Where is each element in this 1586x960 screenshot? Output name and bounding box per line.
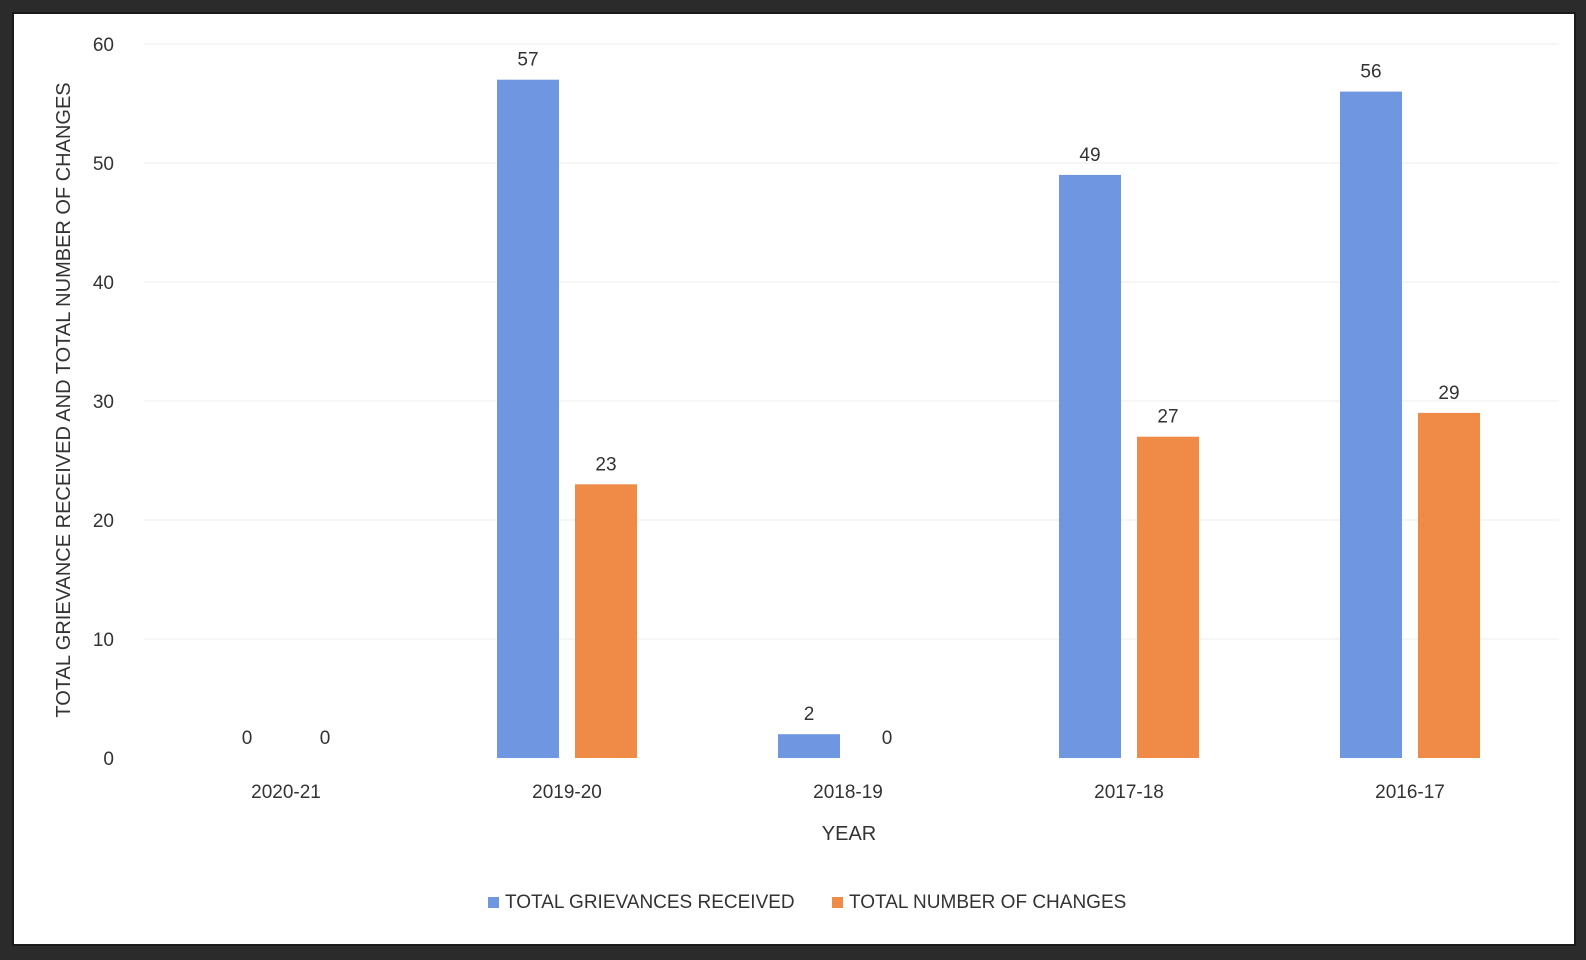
data-label: 0 — [882, 728, 893, 749]
legend-swatch — [488, 897, 499, 908]
y-axis-ticks: 0 10 20 30 40 50 60 — [93, 35, 114, 770]
x-tick-label: 2017-18 — [1094, 782, 1164, 803]
chart-card: 0 10 20 30 40 50 60 0 0 57 23 2 0 49 27 56 29 2020-21 20… — [12, 12, 1576, 946]
bar — [1059, 174, 1121, 758]
y-tick-label: 0 — [103, 749, 114, 770]
legend-label: TOTAL NUMBER OF CHANGES — [849, 892, 1126, 913]
legend: TOTAL GRIEVANCES RECEIVED TOTAL NUMBER OF… — [488, 892, 1126, 913]
data-label: 57 — [517, 50, 538, 71]
x-tick-label: 2020-21 — [251, 782, 321, 803]
data-label: 56 — [1360, 62, 1381, 83]
data-label: 27 — [1157, 407, 1178, 428]
data-label: 2 — [804, 704, 815, 725]
bar — [497, 79, 559, 758]
bar — [778, 734, 840, 758]
data-label: 49 — [1079, 145, 1100, 166]
y-tick-label: 10 — [93, 630, 114, 651]
legend-label: TOTAL GRIEVANCES RECEIVED — [505, 892, 795, 913]
x-axis-ticks: 2020-21 2019-20 2018-19 2017-18 2016-17 — [251, 782, 1445, 803]
bar — [1340, 91, 1402, 759]
data-label: 0 — [320, 728, 331, 749]
x-axis-title: YEAR — [822, 823, 876, 845]
y-tick-label: 20 — [93, 511, 114, 532]
bar — [1137, 436, 1199, 758]
legend-swatch — [832, 897, 843, 908]
data-label: 0 — [242, 728, 253, 749]
y-tick-label: 60 — [93, 35, 114, 56]
bar — [1418, 412, 1480, 758]
x-tick-label: 2016-17 — [1375, 782, 1445, 803]
y-tick-label: 40 — [93, 273, 114, 294]
data-label: 29 — [1438, 383, 1459, 404]
x-tick-label: 2018-19 — [813, 782, 883, 803]
y-axis-title: TOTAL GRIEVANCE RECEIVED AND TOTAL NUMBE… — [53, 82, 75, 717]
x-tick-label: 2019-20 — [532, 782, 602, 803]
gridlines — [144, 43, 1559, 640]
y-tick-label: 30 — [93, 392, 114, 413]
bar — [575, 484, 637, 758]
bars — [497, 79, 1480, 759]
y-tick-label: 50 — [93, 154, 114, 175]
data-label: 23 — [595, 454, 616, 475]
data-labels: 0 0 57 23 2 0 49 27 56 29 — [242, 50, 1460, 749]
